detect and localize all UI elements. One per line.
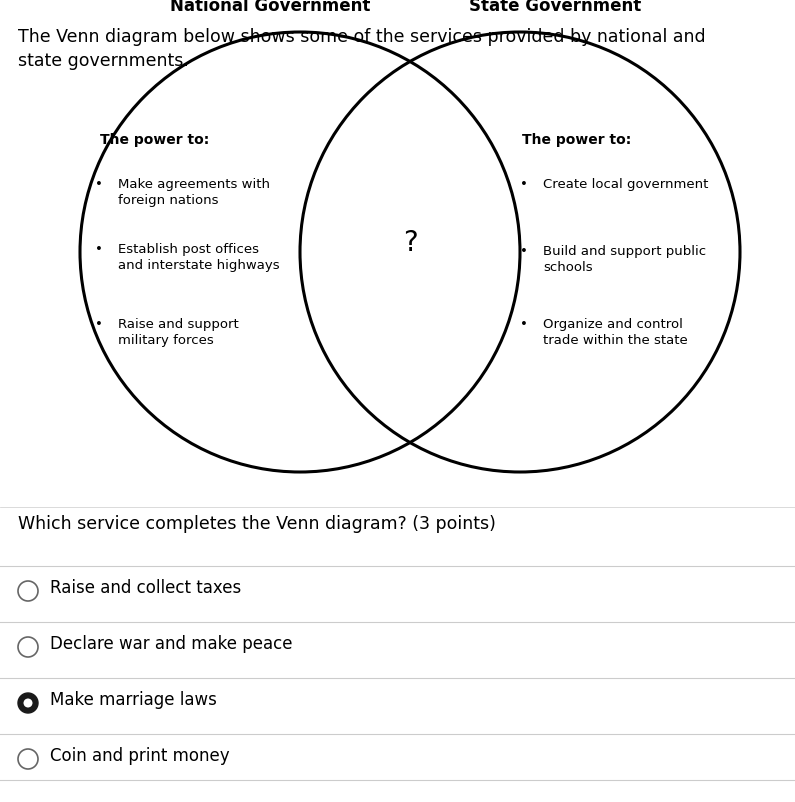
- Text: The power to:: The power to:: [100, 133, 209, 147]
- Text: The Venn diagram below shows some of the services provided by national and
state: The Venn diagram below shows some of the…: [18, 28, 706, 70]
- Text: Build and support public
schools: Build and support public schools: [543, 245, 706, 273]
- Text: Raise and support
military forces: Raise and support military forces: [118, 318, 238, 346]
- Text: Create local government: Create local government: [543, 178, 708, 191]
- Text: •: •: [520, 178, 528, 191]
- Text: Which service completes the Venn diagram? (3 points): Which service completes the Venn diagram…: [18, 514, 496, 533]
- Text: Establish post offices
and interstate highways: Establish post offices and interstate hi…: [118, 243, 280, 272]
- Circle shape: [24, 699, 33, 707]
- Text: Organize and control
trade within the state: Organize and control trade within the st…: [543, 318, 688, 346]
- Text: Raise and collect taxes: Raise and collect taxes: [50, 578, 241, 596]
- Text: National Government: National Government: [170, 0, 370, 15]
- Text: •: •: [95, 178, 103, 191]
- Text: •: •: [95, 243, 103, 256]
- Text: •: •: [520, 318, 528, 330]
- Text: Declare war and make peace: Declare war and make peace: [50, 634, 293, 652]
- Circle shape: [18, 693, 38, 713]
- Text: ?: ?: [402, 229, 417, 257]
- Text: Make agreements with
foreign nations: Make agreements with foreign nations: [118, 178, 270, 207]
- Text: State Government: State Government: [469, 0, 641, 15]
- Text: The power to:: The power to:: [522, 133, 631, 147]
- Text: Make marriage laws: Make marriage laws: [50, 691, 217, 708]
- Text: Coin and print money: Coin and print money: [50, 746, 230, 764]
- Text: •: •: [95, 318, 103, 330]
- Text: •: •: [520, 245, 528, 257]
